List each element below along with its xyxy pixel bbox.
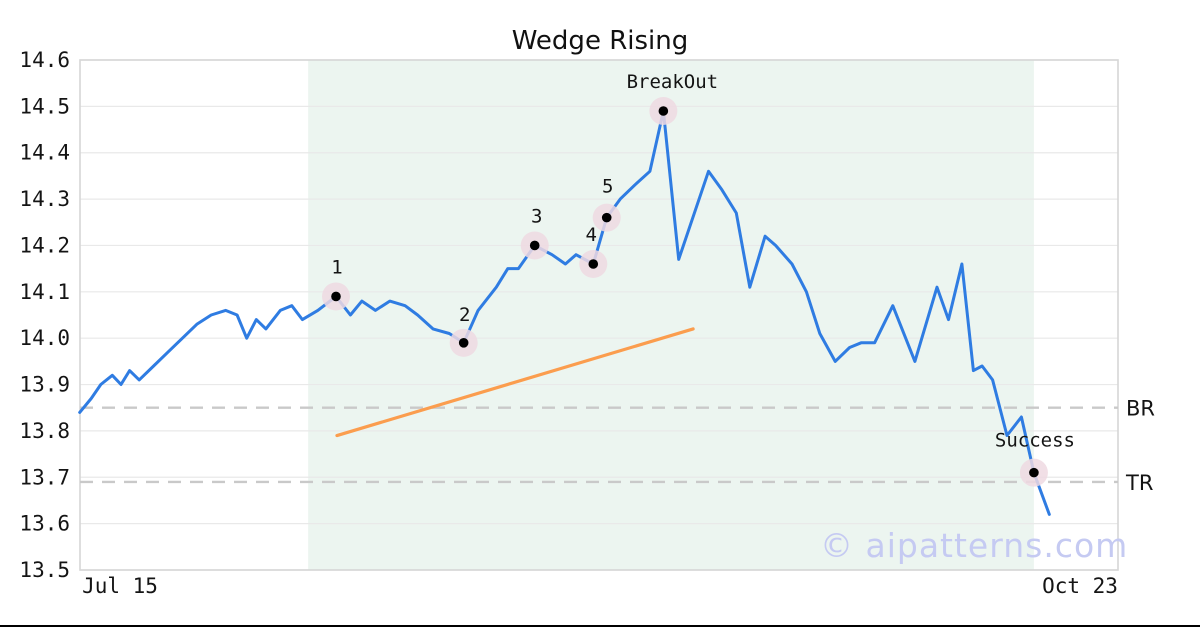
annotation-Success: Success <box>995 430 1075 452</box>
marker-dot-1 <box>331 291 341 302</box>
x-tick-Oct-23: Oct 23 <box>1042 574 1118 598</box>
trend-line <box>335 327 695 438</box>
marker-dot-4 <box>588 259 599 269</box>
chart-title: Wedge Rising <box>511 26 689 56</box>
watermark: © aipatterns.com <box>820 526 1129 565</box>
y-tick-14.3: 14.3 <box>19 187 70 211</box>
marker-dot-Success <box>1029 467 1039 478</box>
marker-dot-5 <box>601 212 612 223</box>
y-tick-14.5: 14.5 <box>19 94 70 118</box>
y-tick-14.2: 14.2 <box>19 233 70 257</box>
y-tick-13.6: 13.6 <box>19 512 70 536</box>
y-tick-14.0: 14.0 <box>19 326 70 350</box>
y-tick-14.6: 14.6 <box>19 48 70 72</box>
bottom-border-rule <box>0 625 1200 627</box>
annotation-3: 3 <box>531 205 542 227</box>
y-tick-13.9: 13.9 <box>19 373 70 397</box>
y-tick-14.1: 14.1 <box>19 280 70 304</box>
marker-dot-BreakOut <box>658 106 669 116</box>
y-tick-13.5: 13.5 <box>19 558 70 582</box>
marker-dot-2 <box>458 338 469 348</box>
annotation-4: 4 <box>586 224 597 246</box>
level-label-BR: BR <box>1126 397 1155 421</box>
y-tick-13.8: 13.8 <box>19 419 70 443</box>
x-tick-Jul-15: Jul 15 <box>82 574 158 598</box>
pattern-window-region <box>308 60 1034 570</box>
y-tick-13.7: 13.7 <box>19 465 70 489</box>
annotation-2: 2 <box>459 304 470 326</box>
y-tick-14.4: 14.4 <box>19 141 70 165</box>
annotation-1: 1 <box>331 256 342 278</box>
marker-dot-3 <box>529 240 540 251</box>
annotation-BreakOut: BreakOut <box>627 71 719 93</box>
level-label-TR: TR <box>1125 471 1153 495</box>
plot-spines <box>79 59 1119 571</box>
annotation-5: 5 <box>602 176 613 198</box>
